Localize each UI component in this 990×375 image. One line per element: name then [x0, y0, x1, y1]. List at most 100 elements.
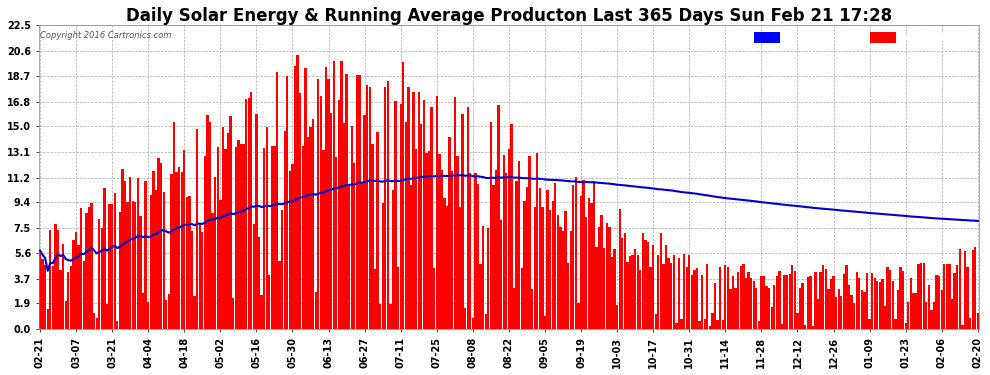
Bar [281, 210, 283, 329]
Bar [688, 255, 690, 329]
Bar [513, 288, 515, 329]
Bar [214, 177, 217, 329]
Bar [696, 268, 698, 329]
Bar [471, 318, 474, 329]
Bar [309, 127, 312, 329]
Bar [796, 312, 799, 329]
Bar [974, 248, 976, 329]
Bar [897, 290, 899, 329]
Bar [640, 270, 642, 329]
Bar [546, 190, 548, 329]
Bar [338, 100, 340, 329]
Bar [206, 115, 209, 329]
Bar [770, 307, 773, 329]
Bar [938, 276, 940, 329]
Bar [825, 269, 827, 329]
Bar [807, 277, 809, 329]
Bar [931, 310, 933, 329]
Bar [219, 200, 222, 329]
Bar [196, 129, 198, 329]
Bar [920, 263, 923, 329]
Bar [477, 184, 479, 329]
Bar [410, 184, 412, 329]
Bar [67, 273, 69, 329]
Bar [492, 185, 495, 329]
Bar [212, 213, 214, 329]
Bar [415, 148, 418, 329]
Bar [737, 272, 740, 329]
Bar [111, 204, 113, 329]
Bar [444, 198, 446, 329]
Bar [516, 181, 518, 329]
Bar [632, 255, 634, 329]
Bar [376, 132, 378, 329]
Bar [781, 324, 783, 329]
Bar [910, 278, 912, 329]
Bar [149, 195, 151, 329]
Bar [106, 304, 108, 329]
Bar [69, 266, 72, 329]
Bar [691, 275, 693, 329]
Bar [51, 267, 54, 329]
Bar [652, 246, 654, 329]
Bar [503, 155, 505, 329]
Bar [905, 323, 907, 329]
Bar [606, 224, 608, 329]
Bar [585, 217, 587, 329]
Bar [549, 210, 551, 329]
Bar [812, 326, 814, 329]
Bar [252, 224, 255, 329]
Bar [889, 270, 891, 329]
Bar [590, 203, 592, 329]
Bar [744, 279, 747, 329]
Bar [850, 295, 852, 329]
Bar [577, 303, 579, 329]
Bar [768, 288, 770, 329]
Bar [162, 192, 164, 329]
Bar [757, 321, 760, 329]
Bar [564, 211, 566, 329]
Bar [847, 285, 850, 329]
Bar [140, 216, 142, 329]
Bar [479, 264, 482, 329]
Bar [863, 292, 865, 329]
Bar [392, 190, 394, 329]
Bar [925, 302, 928, 329]
Bar [654, 315, 657, 329]
Bar [296, 55, 299, 329]
Bar [456, 156, 458, 329]
Bar [544, 316, 546, 329]
Bar [773, 285, 775, 329]
Bar [170, 174, 172, 329]
Bar [152, 171, 154, 329]
Bar [649, 267, 651, 329]
Bar [804, 325, 807, 329]
Bar [534, 207, 536, 329]
Bar [593, 181, 595, 329]
Bar [294, 66, 296, 329]
Bar [407, 87, 410, 329]
Bar [704, 319, 706, 329]
Bar [866, 273, 868, 329]
Bar [815, 272, 817, 329]
Bar [108, 204, 111, 329]
Bar [62, 244, 64, 329]
Bar [523, 201, 526, 329]
Bar [881, 279, 884, 329]
Bar [186, 196, 188, 329]
Bar [371, 144, 373, 329]
Bar [47, 309, 49, 329]
Bar [44, 266, 47, 329]
Bar [964, 251, 966, 329]
Bar [317, 79, 320, 329]
Bar [232, 298, 235, 329]
Bar [588, 198, 590, 329]
Bar [101, 228, 103, 329]
Bar [322, 150, 325, 329]
Bar [953, 273, 955, 329]
Bar [265, 127, 268, 329]
Bar [701, 275, 703, 329]
Bar [722, 320, 724, 329]
Bar [193, 296, 196, 329]
Bar [278, 261, 281, 329]
